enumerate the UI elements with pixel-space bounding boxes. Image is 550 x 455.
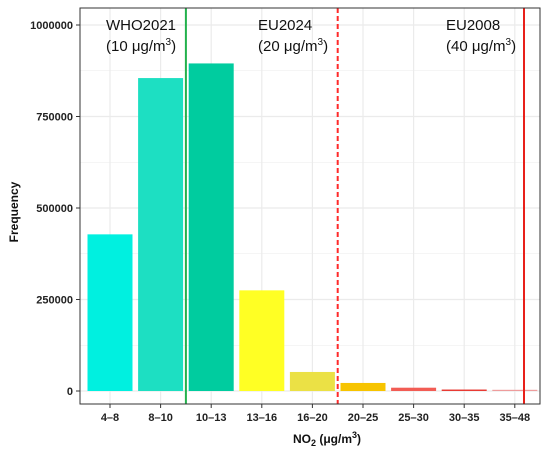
x-tick-label: 16–20 (297, 412, 328, 424)
x-axis-title-unit: (μg/m (316, 432, 352, 446)
bar-20–25 (340, 382, 386, 391)
annotation-eu2008-name: EU2008 (446, 17, 500, 34)
reference-lines (184, 8, 525, 404)
x-axis-title: NO2 (μg/m3) (293, 430, 361, 448)
x-tick-label: 8–10 (148, 412, 172, 424)
bar-13–16 (239, 290, 285, 391)
y-axis-ticks: 0 250000 500000 750000 1000000 (30, 20, 80, 398)
x-tick-label: 35–48 (500, 412, 531, 424)
bar-35–48 (492, 389, 538, 391)
bar-10–13 (188, 63, 234, 392)
annotation-eu2024-name: EU2024 (258, 17, 312, 34)
bar-25–30 (391, 387, 437, 391)
x-axis-title-superscript: 3 (352, 430, 357, 440)
x-axis-ticks: 4–8 8–10 10–13 13–16 16–20 20–25 25–30 30–35 35–… (101, 404, 530, 424)
x-axis-title-close: ) (357, 432, 361, 446)
panel-border (79, 7, 541, 405)
y-tick-label: 500000 (36, 203, 73, 215)
x-tick-label: 13–16 (247, 412, 278, 424)
y-axis-title: Frequency (7, 181, 21, 242)
bar-16–20 (289, 371, 335, 391)
annotation-eu2024-value: (20 μg/m3) (258, 37, 328, 55)
annotations: WHO2021 (10 μg/m3) EU2024 (20 μg/m3) EU2008 (… (106, 17, 516, 55)
y-tick-label: 250000 (36, 295, 73, 307)
bar-8–10 (138, 78, 184, 391)
y-tick-label: 750000 (36, 112, 73, 124)
x-axis-title-subscript: 2 (311, 438, 316, 448)
x-tick-label: 20–25 (348, 412, 379, 424)
annotation-eu2008-value: (40 μg/m3) (446, 37, 516, 55)
bar-30–35 (441, 389, 487, 391)
x-tick-label: 4–8 (101, 412, 119, 424)
x-tick-label: 10–13 (196, 412, 227, 424)
annotation-who2021-name: WHO2021 (106, 17, 176, 34)
y-tick-label: 0 (67, 386, 73, 398)
x-axis-title-main: NO (293, 432, 311, 446)
bar-4–8 (87, 234, 133, 391)
x-tick-label: 30–35 (449, 412, 480, 424)
x-tick-label: 25–30 (398, 412, 429, 424)
annotation-who2021-value: (10 μg/m3) (106, 37, 176, 55)
y-tick-label: 1000000 (30, 20, 73, 32)
bar-layer (87, 63, 538, 392)
